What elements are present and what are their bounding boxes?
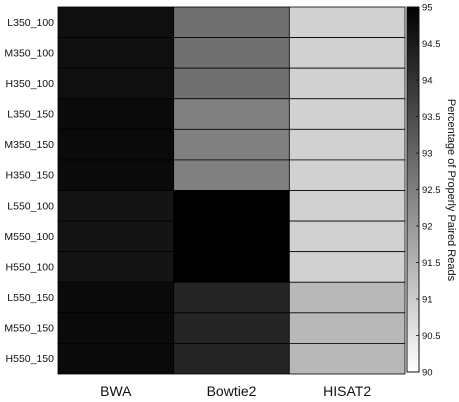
- heatmap-cell: [288, 67, 406, 100]
- row-label: L350_100: [7, 17, 54, 29]
- heatmap-cell: [57, 98, 175, 130]
- heatmap-cell: [288, 343, 406, 375]
- column-label: BWA: [100, 383, 132, 399]
- heatmap-cell: [288, 159, 406, 191]
- heatmap-cell: [57, 6, 175, 38]
- heatmap-cell: [57, 312, 175, 344]
- heatmap-cell: [288, 37, 406, 69]
- colorbar-ticks: 95 94.5 94 93.5 93 92.5 92 91.5 91 90.5 90: [416, 3, 441, 379]
- row-label: M350_100: [4, 47, 54, 59]
- column-labels: BWA Bowtie2 HISAT2: [100, 383, 371, 399]
- heatmap-cell: [57, 67, 175, 100]
- heatmap-cell: [57, 343, 175, 375]
- row-labels: L350_100 M350_100 H350_100 L350_150 M350_150…: [4, 17, 54, 365]
- heatmap-cell: [57, 37, 175, 69]
- heatmap-cell: [173, 37, 290, 69]
- heatmap-cell: [57, 190, 175, 222]
- colorbar-tick-label: 92: [422, 222, 433, 233]
- colorbar-tick-label: 94.5: [422, 39, 441, 50]
- row-label: L550_150: [7, 292, 54, 304]
- heatmap-cell: [173, 343, 290, 375]
- heatmap-cell: [173, 159, 290, 191]
- row-label: H350_100: [6, 78, 55, 90]
- heatmap-cell: [288, 251, 406, 283]
- colorbar-tick-label: 90.5: [422, 331, 441, 342]
- heatmap-cell: [288, 220, 406, 253]
- heatmap-cell: [288, 281, 406, 314]
- row-label: H550_100: [6, 261, 55, 273]
- row-label: H350_150: [6, 170, 55, 182]
- row-label: H550_150: [6, 353, 55, 365]
- heatmap-cell: [288, 6, 406, 38]
- heatmap-cells: [57, 6, 406, 375]
- heatmap-cell: [57, 128, 175, 161]
- heatmap-cell: [57, 281, 175, 314]
- heatmap-cell: [173, 281, 290, 314]
- column-label: Bowtie2: [207, 383, 257, 399]
- colorbar-tick-label: 90: [422, 368, 433, 379]
- column-label: HISAT2: [323, 383, 371, 399]
- colorbar-tick-label: 91.5: [422, 258, 441, 269]
- heatmap-cell: [288, 312, 406, 344]
- heatmap-cell: [288, 128, 406, 161]
- heatmap-cell: [173, 67, 290, 100]
- colorbar-tick-label: 93: [422, 149, 433, 160]
- colorbar-tick-label: 94: [422, 76, 433, 87]
- row-label: M550_150: [4, 323, 54, 335]
- colorbar-label: Percentage of Properly Paired Reads: [445, 99, 457, 282]
- row-label: M550_100: [4, 231, 54, 243]
- heatmap-cell: [173, 312, 290, 344]
- heatmap-cell: [288, 98, 406, 130]
- row-label: M350_150: [4, 139, 54, 151]
- heatmap-cell: [57, 251, 175, 283]
- heatmap-cell: [173, 98, 290, 130]
- colorbar-tick-label: 92.5: [422, 185, 441, 196]
- heatmap-cell: [173, 128, 290, 161]
- heatmap-cell: [173, 190, 290, 222]
- heatmap-cell: [173, 251, 290, 283]
- heatmap-cell: [173, 6, 290, 38]
- colorbar-tick-label: 93.5: [422, 112, 441, 123]
- heatmap-cell: [57, 220, 175, 253]
- colorbar-tick-label: 95: [422, 3, 433, 14]
- colorbar-tick-label: 91: [422, 295, 433, 306]
- heatmap-cell: [57, 159, 175, 191]
- row-label: L550_100: [7, 200, 54, 212]
- heatmap-cell: [173, 220, 290, 253]
- heatmap-cell: [288, 190, 406, 222]
- row-label: L350_150: [7, 109, 54, 121]
